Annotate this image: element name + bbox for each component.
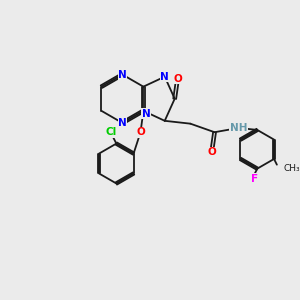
Text: Cl: Cl [105,127,116,137]
Text: CH₃: CH₃ [284,164,300,173]
Text: NH: NH [230,123,247,133]
Text: N: N [118,70,127,80]
Text: N: N [142,109,151,119]
Text: O: O [207,147,216,157]
Text: N: N [160,72,169,82]
Text: F: F [251,174,258,184]
Text: O: O [136,127,145,137]
Text: O: O [173,74,182,84]
Text: N: N [118,118,127,128]
